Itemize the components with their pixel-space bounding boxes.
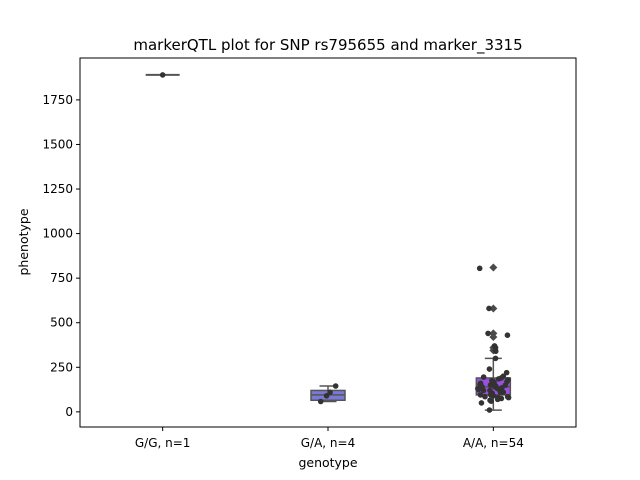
data-point <box>487 382 494 388</box>
data-point <box>332 383 339 389</box>
y-tick-label: 0 <box>65 405 73 419</box>
data-point <box>488 398 494 404</box>
plot-area <box>145 72 512 413</box>
data-point <box>504 332 511 338</box>
x-tick-label: G/A, n=4 <box>301 436 355 450</box>
data-point <box>475 386 482 393</box>
x-tick-label: G/G, n=1 <box>135 436 191 450</box>
data-point <box>490 393 496 399</box>
chart-title: markerQTL plot for SNP rs795655 and mark… <box>133 36 522 55</box>
data-point <box>486 407 493 413</box>
data-point <box>159 72 166 78</box>
data-point <box>492 348 499 355</box>
y-tick-label: 1000 <box>42 227 73 241</box>
data-point <box>476 265 483 272</box>
data-point <box>480 387 487 394</box>
y-axis: 0 250 500 750 1000 1250 1500 1750 <box>42 93 80 419</box>
data-point <box>480 374 487 380</box>
data-point <box>486 366 493 372</box>
y-tick-label: 1250 <box>42 182 73 196</box>
x-axis-label: genotype <box>298 455 357 470</box>
y-tick-label: 750 <box>50 271 73 285</box>
data-point <box>327 389 333 396</box>
y-tick-label: 1750 <box>42 93 73 107</box>
data-point <box>500 389 507 396</box>
x-axis: G/G, n=1 G/A, n=4 A/A, n=54 <box>135 427 524 450</box>
outlier-marker <box>489 263 498 272</box>
y-tick-label: 250 <box>50 360 73 374</box>
data-point <box>505 394 512 401</box>
data-point <box>485 330 491 337</box>
data-point <box>492 355 499 362</box>
data-point <box>477 392 484 398</box>
outlier-marker <box>489 329 498 338</box>
data-point <box>323 393 330 399</box>
outlier-marker <box>489 304 498 313</box>
data-point <box>494 396 501 403</box>
data-point <box>317 398 324 405</box>
x-tick-label: A/A, n=54 <box>463 436 524 450</box>
y-tick-label: 500 <box>50 316 73 330</box>
data-point <box>495 376 502 382</box>
data-point <box>503 369 510 376</box>
plot-frame <box>79 57 577 428</box>
data-point <box>486 305 492 312</box>
data-point <box>482 393 488 400</box>
y-axis-label: phenotype <box>16 208 31 275</box>
y-tick-label: 1500 <box>42 137 73 151</box>
data-point <box>478 400 485 406</box>
